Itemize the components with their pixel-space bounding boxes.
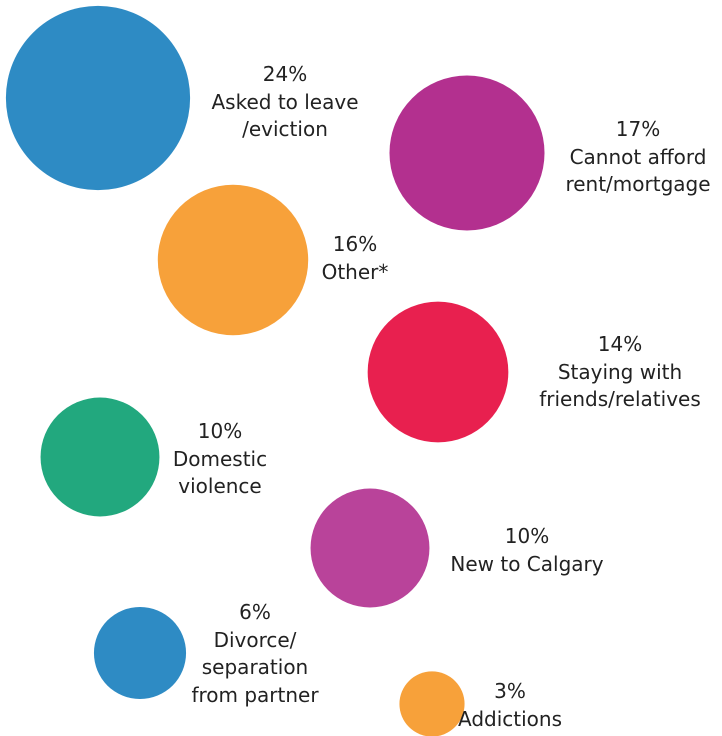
- category-label: Addictions: [457, 706, 562, 731]
- bubble-label: 14% Staying with friends/relatives: [520, 331, 720, 414]
- bubble-label: 10% Domestic violence: [120, 418, 320, 501]
- bubble: [93, 606, 187, 700]
- bubble-label: 16% Other*: [255, 231, 455, 286]
- bubble: [5, 5, 191, 191]
- value-label: 3%: [494, 679, 526, 703]
- value-label: 6%: [239, 600, 271, 624]
- value-label: 14%: [597, 332, 643, 356]
- value-label: 24%: [262, 62, 308, 86]
- category-label: Domestic violence: [172, 446, 268, 499]
- value-label: 17%: [615, 117, 661, 141]
- bubble: [310, 488, 430, 608]
- bubble: [40, 397, 160, 517]
- category-label: Cannot afford rent/mortgage: [565, 144, 711, 197]
- category-label: Asked to leave /eviction: [211, 89, 359, 142]
- value-label: 16%: [332, 232, 378, 256]
- bubble: [367, 301, 509, 443]
- value-label: 10%: [197, 419, 243, 443]
- bubble-label: 3% Addictions: [410, 678, 610, 733]
- bubble-label: 17% Cannot afford rent/mortgage: [538, 116, 722, 199]
- category-label: Other*: [321, 259, 389, 284]
- bubble: [157, 184, 309, 336]
- bubble: [399, 671, 465, 736]
- value-label: 10%: [504, 524, 550, 548]
- category-label: Divorce/ separation from partner: [191, 627, 319, 707]
- bubble-label: 6% Divorce/ separation from partner: [155, 599, 355, 709]
- bubble-label: 10% New to Calgary: [427, 523, 627, 578]
- bubble: [389, 75, 545, 231]
- category-label: New to Calgary: [450, 551, 604, 576]
- bubble-label: 24% Asked to leave /eviction: [185, 61, 385, 144]
- category-label: Staying with friends/relatives: [539, 359, 701, 412]
